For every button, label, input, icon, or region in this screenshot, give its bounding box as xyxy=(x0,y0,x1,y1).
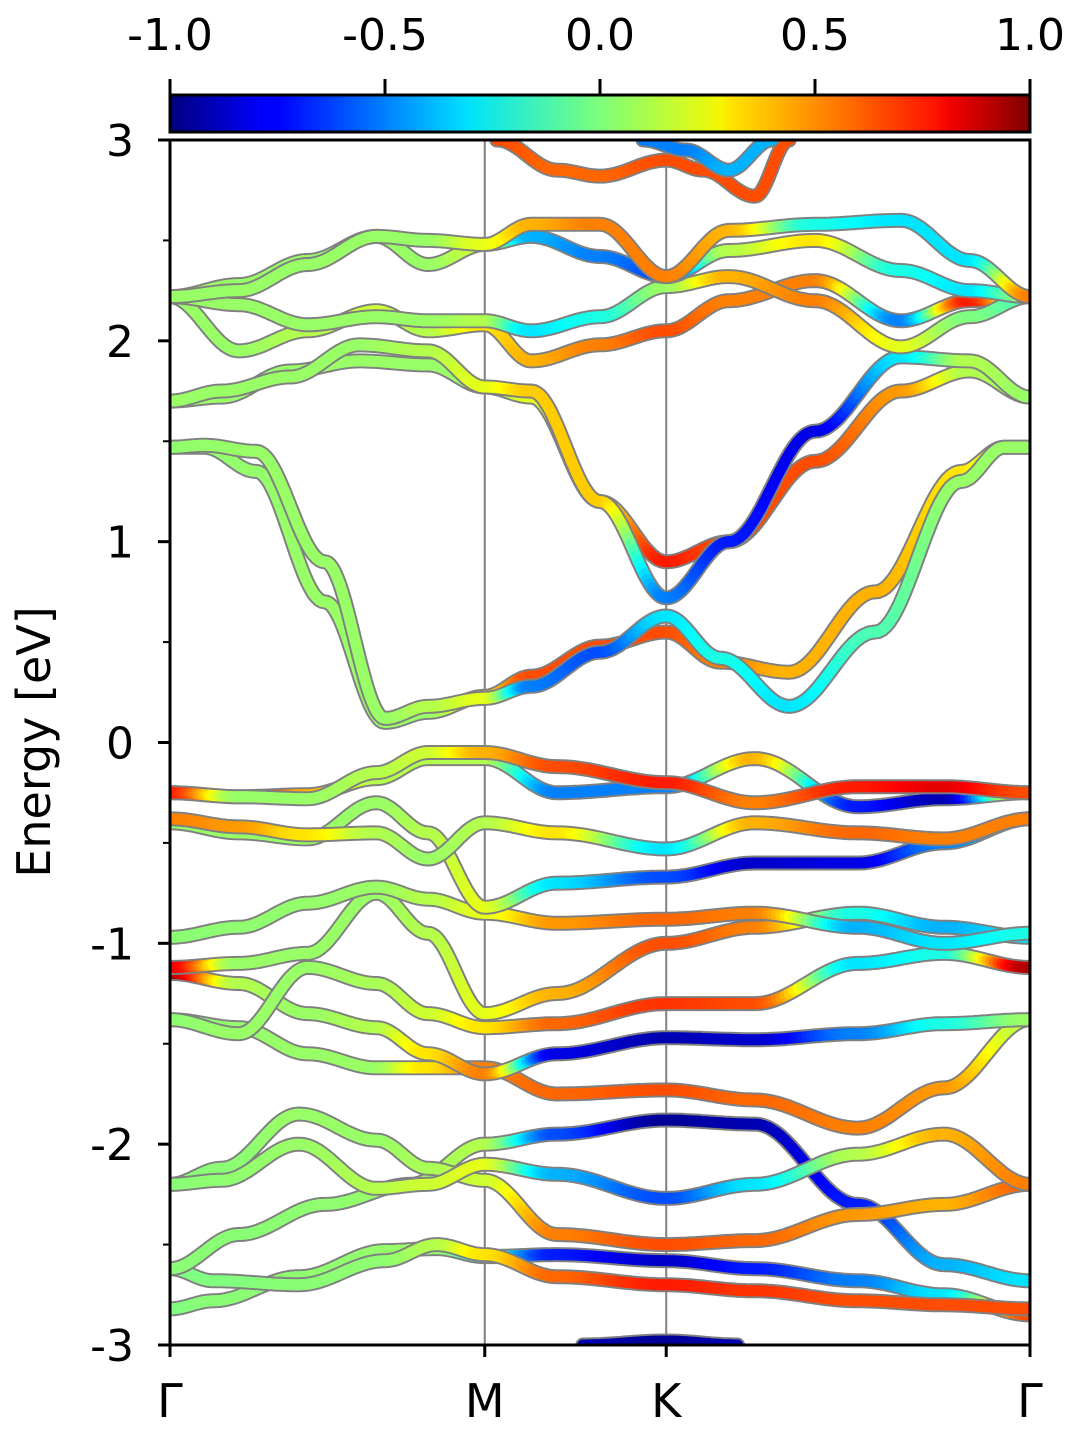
band-line xyxy=(170,745,1030,811)
colorbar-tick-label: 0.5 xyxy=(780,10,850,61)
band-line xyxy=(170,885,1030,1022)
band-line xyxy=(170,1126,1030,1206)
colorbar-ticks: -1.0 -0.5 0.0 0.5 1.0 xyxy=(127,10,1065,95)
band-line xyxy=(170,945,1030,1042)
colorbar-gradient xyxy=(168,93,1032,134)
colorbar-tick-label: 1.0 xyxy=(995,10,1065,61)
colorbar: -1.0 -0.5 0.0 0.5 1.0 xyxy=(127,10,1065,134)
bands xyxy=(170,140,1030,1345)
band-line xyxy=(170,795,1030,915)
colorbar-tick-label: 0.0 xyxy=(565,10,635,61)
band-line xyxy=(170,811,1030,867)
colorbar-tick-label: -1.0 xyxy=(127,10,213,61)
colorbar-tick-label: -0.5 xyxy=(342,10,428,61)
band-line xyxy=(170,1012,1030,1136)
band-line xyxy=(170,1106,1030,1253)
